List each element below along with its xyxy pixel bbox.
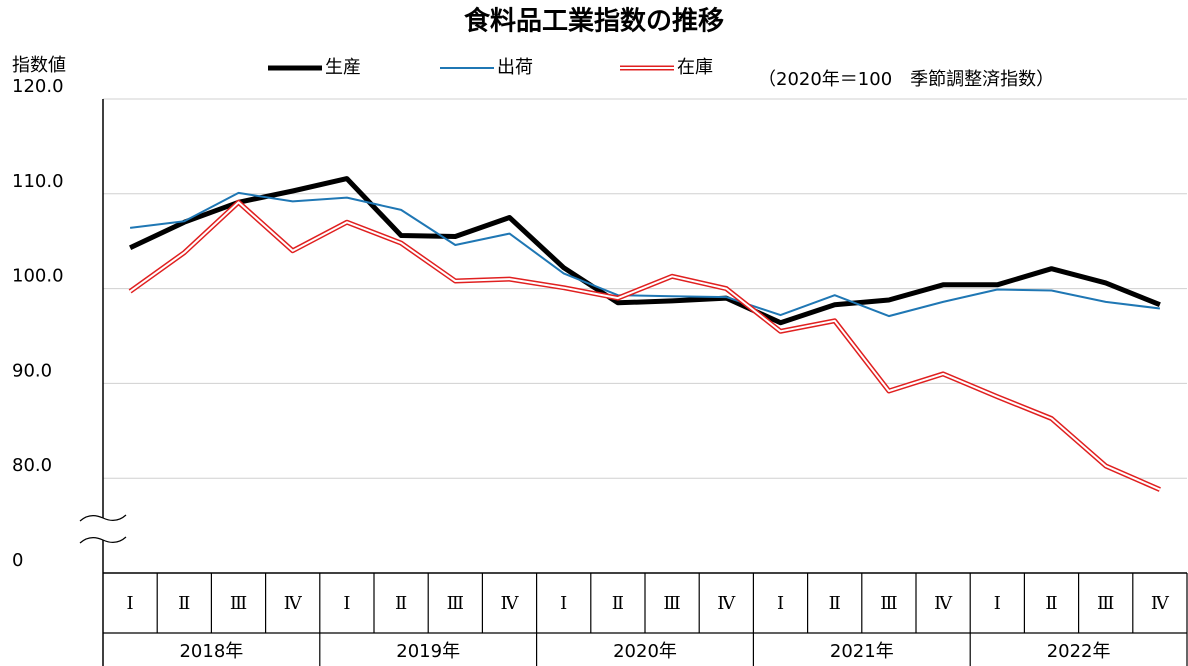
x-tick-label: Ⅳ <box>717 593 736 614</box>
x-tick-label: Ⅲ <box>663 593 680 614</box>
legend-label: 在庫 <box>677 57 713 78</box>
x-group-label: 2021年 <box>830 641 894 662</box>
x-tick-label: Ⅱ <box>829 593 841 614</box>
x-tick-label: Ⅰ <box>777 593 784 614</box>
axis-break <box>79 536 127 544</box>
x-tick-label: Ⅱ <box>612 593 624 614</box>
x-tick-label: Ⅳ <box>1151 593 1170 614</box>
x-tick-label: Ⅳ <box>934 593 953 614</box>
x-tick-label: Ⅳ <box>501 593 520 614</box>
series-line <box>129 191 1161 318</box>
chart-title: 食料品工業指数の推移 <box>464 6 724 37</box>
y-tick-label: 120.0 <box>12 76 64 97</box>
series-line-inner <box>129 201 1161 491</box>
x-tick-label: Ⅲ <box>230 593 247 614</box>
x-tick-label: Ⅰ <box>127 593 134 614</box>
series-line <box>128 199 1161 492</box>
x-tick-label: Ⅲ <box>447 593 464 614</box>
y-tick-label: 110.0 <box>12 171 64 192</box>
x-tick-label: Ⅱ <box>395 593 407 614</box>
x-group-label: 2020年 <box>613 641 677 662</box>
x-tick-label: Ⅳ <box>284 593 303 614</box>
x-tick-label: Ⅰ <box>560 593 567 614</box>
y-tick-label: 100.0 <box>12 266 64 287</box>
x-tick-label: Ⅱ <box>178 593 190 614</box>
x-tick-label: Ⅰ <box>343 593 350 614</box>
y-tick-label: 90.0 <box>12 360 52 381</box>
x-group-label: 2022年 <box>1047 641 1111 662</box>
axis-break <box>79 514 127 522</box>
y-axis-label: 指数値 <box>12 55 66 76</box>
y-tick-label: 80.0 <box>12 455 52 476</box>
legend-label: 生産 <box>325 57 361 78</box>
series-line <box>129 176 1161 326</box>
note: （2020年＝100 季節調整済指数） <box>758 69 1054 90</box>
x-group-label: 2019年 <box>396 641 460 662</box>
x-tick-label: Ⅱ <box>1045 593 1057 614</box>
x-tick-label: Ⅲ <box>1097 593 1114 614</box>
legend-label: 出荷 <box>497 57 533 78</box>
y-tick-label: 0 <box>12 550 23 571</box>
x-tick-label: Ⅰ <box>994 593 1001 614</box>
x-group-label: 2018年 <box>179 641 243 662</box>
x-tick-label: Ⅲ <box>880 593 897 614</box>
